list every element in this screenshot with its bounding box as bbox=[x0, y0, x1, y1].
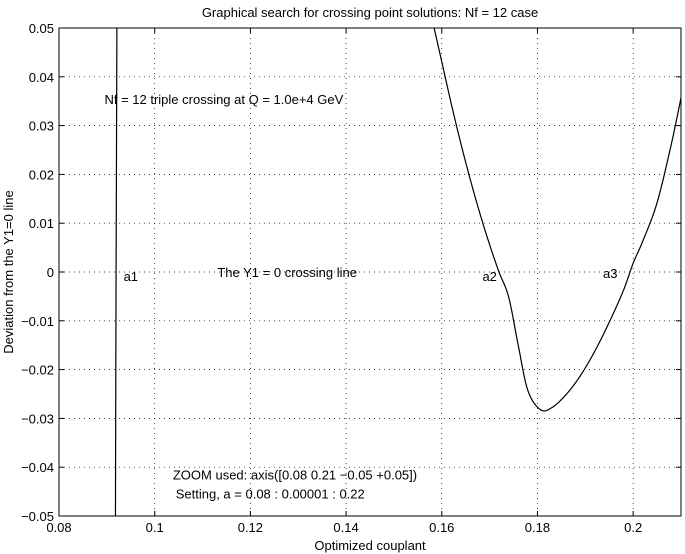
x-tick-label: 0.2 bbox=[624, 520, 642, 535]
x-tick-label: 0.12 bbox=[238, 520, 263, 535]
y-axis-label: Deviation from the Y1=0 line bbox=[1, 190, 16, 353]
annotation-label: a3 bbox=[603, 266, 617, 281]
y-tick-label: 0.02 bbox=[29, 167, 54, 182]
axis-ticks: 0.08 0.1 0.12 0.14 0.16 0.18 0.2 −0.05 −0.04 −0.0… bbox=[21, 21, 681, 535]
y-tick-label: 0.03 bbox=[29, 119, 54, 134]
x-axis-label: Optimized couplant bbox=[314, 538, 426, 553]
x-tick-label: 0.08 bbox=[46, 520, 71, 535]
x-tick-label: 0.16 bbox=[429, 520, 454, 535]
annotation-label: Setting, a = 0.08 : 0.00001 : 0.22 bbox=[176, 487, 365, 502]
y-tick-label: −0.05 bbox=[21, 509, 54, 524]
y-tick-label: 0.05 bbox=[29, 21, 54, 36]
y-tick-label: −0.04 bbox=[21, 460, 54, 475]
annotation-label: Nf = 12 triple crossing at Q = 1.0e+4 Ge… bbox=[104, 92, 343, 107]
annotation-label: The Y1 = 0 crossing line bbox=[217, 265, 357, 280]
y-tick-label: −0.02 bbox=[21, 363, 54, 378]
y-tick-label: 0.04 bbox=[29, 70, 54, 85]
annotations: Nf = 12 triple crossing at Q = 1.0e+4 Ge… bbox=[104, 92, 617, 502]
y-tick-label: −0.03 bbox=[21, 411, 54, 426]
y-tick-label: 0 bbox=[47, 265, 54, 280]
y-tick-label: 0.01 bbox=[29, 216, 54, 231]
series-line-1 bbox=[114, 28, 118, 516]
series-line-2 bbox=[433, 28, 681, 412]
y-tick-label: −0.01 bbox=[21, 314, 54, 329]
annotation-label: a1 bbox=[124, 269, 138, 284]
x-tick-label: 0.18 bbox=[525, 520, 550, 535]
x-tick-label: 0.14 bbox=[333, 520, 358, 535]
annotation-label: ZOOM used: axis([0.08 0.21 −0.05 +0.05]) bbox=[173, 468, 417, 483]
data-series bbox=[114, 28, 681, 516]
x-tick-label: 0.1 bbox=[146, 520, 164, 535]
plot-frame bbox=[58, 27, 682, 517]
chart-title: Graphical search for crossing point solu… bbox=[202, 5, 538, 20]
annotation-label: a2 bbox=[482, 269, 496, 284]
